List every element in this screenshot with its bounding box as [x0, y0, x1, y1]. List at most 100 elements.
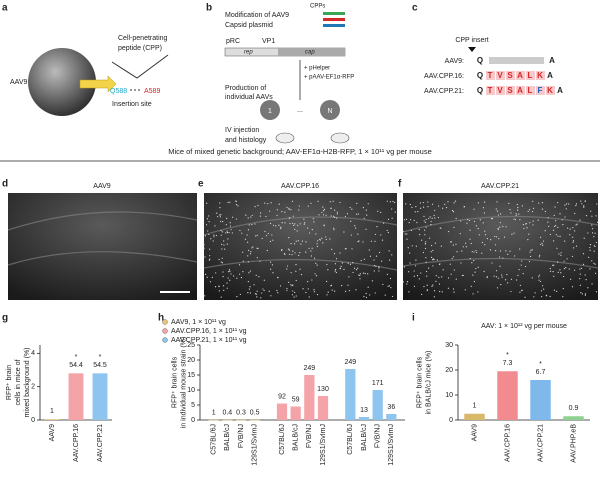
cell-dot — [368, 249, 370, 251]
cell-dot — [431, 259, 434, 261]
cell-dot — [314, 273, 316, 275]
cell-dot — [556, 247, 558, 249]
cell-dot — [495, 270, 498, 272]
cell-dot — [526, 227, 528, 229]
cell-dot — [303, 218, 305, 220]
cell-dot — [532, 200, 534, 202]
legend-swatch — [162, 337, 168, 343]
cell-dot — [589, 246, 591, 249]
cell-dot — [349, 263, 352, 265]
cell-dot — [426, 284, 428, 286]
cell-dot — [226, 243, 228, 245]
cell-dot — [568, 203, 570, 205]
legend-label: AAV.CPP.21, 1 × 10¹¹ vg — [171, 337, 247, 344]
cell-dot — [359, 278, 361, 280]
residue-box — [526, 71, 535, 80]
cell-dot — [449, 263, 451, 265]
cell-dot — [367, 273, 369, 275]
cell-dot — [391, 254, 393, 256]
cell-dot — [228, 269, 231, 271]
cell-dot — [220, 230, 222, 232]
cell-dot — [453, 226, 455, 228]
cell-dot — [276, 214, 278, 217]
cell-dot — [574, 212, 576, 215]
cell-dot — [431, 285, 433, 287]
cell-dot — [261, 292, 263, 294]
cell-dot — [585, 279, 587, 281]
cell-dot — [590, 210, 592, 212]
cell-dot — [447, 230, 450, 233]
bar — [386, 414, 397, 420]
cell-dot — [286, 206, 288, 209]
cell-dot — [434, 209, 436, 211]
x-tick-label: AAV9 — [49, 424, 56, 441]
cell-dot — [251, 214, 253, 217]
cell-dot — [215, 234, 217, 237]
cell-dot — [313, 221, 315, 223]
cell-dot — [436, 259, 438, 261]
cell-dot — [429, 216, 431, 218]
cell-dot — [354, 225, 356, 227]
cell-dot — [483, 270, 485, 273]
cell-dot — [447, 201, 449, 203]
cell-dot — [335, 258, 338, 260]
insert-marker — [468, 47, 476, 52]
cell-dot — [247, 292, 249, 294]
cell-dot — [452, 288, 455, 290]
cell-dot — [493, 275, 495, 277]
cell-dot — [572, 236, 574, 238]
x-tick-label: C57BL/6J — [211, 424, 218, 455]
cell-dot — [549, 267, 551, 270]
cell-dot — [280, 226, 282, 228]
cell-dot — [208, 215, 210, 217]
cell-dot — [481, 241, 484, 244]
cell-dot — [280, 227, 282, 230]
cell-dot — [527, 210, 529, 213]
cell-dot — [426, 275, 428, 277]
cell-dot — [392, 200, 394, 203]
cell-dot — [497, 277, 500, 279]
cell-dot — [369, 294, 371, 296]
cell-dot — [538, 274, 541, 276]
cell-dot — [259, 212, 262, 214]
residue: Q — [477, 56, 483, 65]
cell-dot — [460, 262, 462, 264]
residue-box — [516, 86, 525, 95]
cell-dot — [553, 289, 556, 291]
cell-dot — [375, 265, 377, 267]
cell-dot — [548, 225, 550, 227]
cell-dot — [363, 258, 365, 260]
cell-dot — [291, 294, 294, 296]
cell-dot — [290, 243, 292, 245]
label: Modification of AAV9 — [225, 12, 289, 19]
cell-dot — [229, 201, 231, 203]
cell-dot — [452, 256, 455, 258]
cell-dot — [267, 203, 269, 205]
cell-dot — [263, 289, 265, 292]
cell-dot — [568, 268, 570, 270]
cell-dot — [425, 261, 427, 263]
cell-dot — [256, 234, 258, 236]
cell-dot — [495, 276, 498, 278]
cell-dot — [379, 251, 381, 254]
fold-label: 36 — [387, 404, 395, 411]
cell-dot — [476, 251, 478, 254]
cell-dot — [248, 288, 250, 290]
cell-dot — [543, 288, 545, 290]
cell-dot — [424, 221, 427, 223]
fold-label: 92 — [278, 393, 286, 400]
y-tick-label: 0 — [31, 417, 35, 424]
bar — [304, 375, 315, 420]
cell-dot — [333, 227, 335, 229]
cell-dot — [430, 251, 432, 253]
cell-dot — [204, 235, 206, 237]
cell-dot — [311, 279, 313, 281]
cell-dot — [420, 207, 422, 209]
cell-dot — [331, 289, 333, 291]
aav-particle — [320, 100, 340, 120]
cell-dot — [263, 279, 265, 281]
fold-label: 54.5 — [93, 362, 107, 369]
cell-dot — [206, 202, 208, 204]
cell-dot — [292, 290, 294, 292]
cell-dot — [206, 218, 209, 220]
